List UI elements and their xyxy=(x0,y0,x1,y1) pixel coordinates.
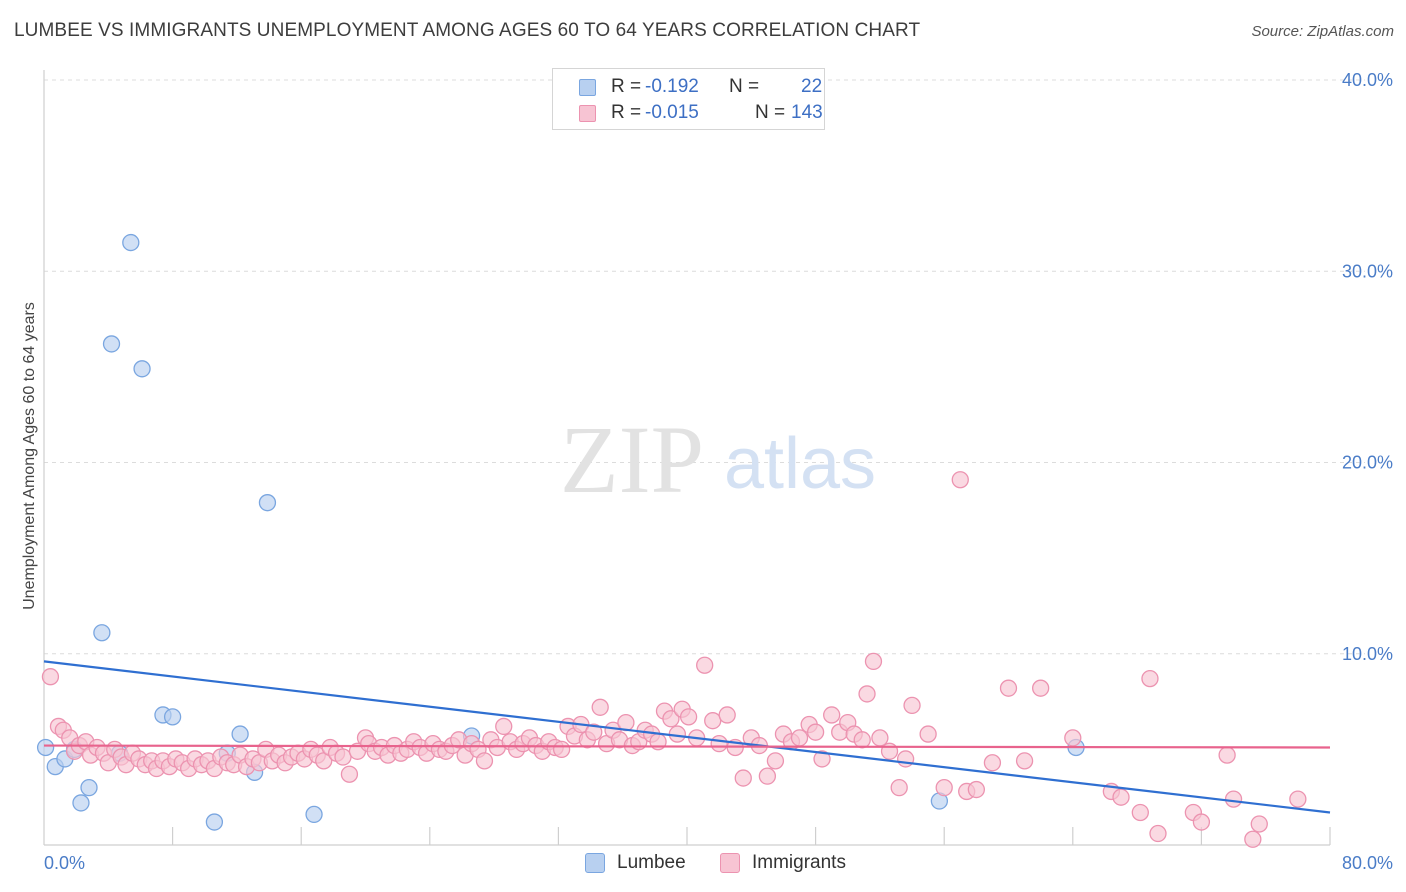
immigrants-point xyxy=(758,767,777,785)
immigrants-point xyxy=(919,725,937,743)
immigrants-point xyxy=(1218,746,1236,764)
immigrants-point xyxy=(679,708,698,726)
immigrants-point xyxy=(1131,803,1149,822)
immigrants-point xyxy=(790,729,809,747)
immigrants-point xyxy=(1289,790,1307,808)
immigrants-point xyxy=(903,696,921,715)
immigrants-point xyxy=(710,734,728,753)
immigrants-point xyxy=(696,656,714,674)
immigrants-point xyxy=(1015,752,1034,770)
immigrants-point xyxy=(858,685,876,703)
immigrants-point xyxy=(853,731,871,749)
watermark-zip: ZIP xyxy=(560,406,704,513)
lumbee-point xyxy=(122,233,140,252)
correlation-legend: R = -0.192 N = 22 R = -0.015 N = 143 xyxy=(552,68,825,130)
immigrants-point xyxy=(1149,824,1167,843)
immigrants-point xyxy=(1064,729,1082,747)
legend-r-value: -0.015 xyxy=(645,102,699,123)
immigrants-point xyxy=(591,698,609,716)
x-tick-label: 0.0% xyxy=(44,853,85,873)
y-tick-label: 40.0% xyxy=(1342,70,1393,90)
immigrants-point xyxy=(495,717,513,736)
immigrants-point xyxy=(871,729,889,747)
lumbee-swatch xyxy=(579,79,596,96)
immigrants-point xyxy=(935,778,953,797)
immigrants-point xyxy=(813,750,831,768)
x-tick-label: 80.0% xyxy=(1342,853,1393,873)
lumbee-trend-line xyxy=(43,660,1331,814)
source-credit: Source: ZipAtlas.com xyxy=(1251,23,1394,40)
immigrants-point xyxy=(766,752,785,770)
legend-r-value: -0.192 xyxy=(645,76,699,97)
lumbee-point xyxy=(102,335,121,353)
scatter-points xyxy=(36,233,1307,848)
legend-r-label: R = xyxy=(611,102,642,123)
immigrants-point xyxy=(896,750,915,768)
watermark-atlas: atlas xyxy=(724,424,876,504)
immigrants-point xyxy=(334,748,352,766)
lumbee-point xyxy=(72,794,90,812)
legend-n-value: 22 xyxy=(801,76,823,97)
immigrants-point xyxy=(475,752,494,770)
immigrants-point xyxy=(704,712,722,730)
lumbee-point xyxy=(36,738,55,757)
lumbee-point xyxy=(133,360,151,378)
immigrants-point xyxy=(1244,830,1262,848)
immigrants-point xyxy=(734,769,752,787)
legend-n-value: 143 xyxy=(791,102,823,123)
immigrants-point xyxy=(967,780,985,799)
immigrants-point xyxy=(983,754,1002,772)
tick-labels: 10.0% 20.0% 30.0% 40.0% 0.0% 80.0% xyxy=(44,70,1393,873)
immigrants-point xyxy=(890,778,908,797)
y-tick-label: 10.0% xyxy=(1342,644,1393,664)
grid-lines xyxy=(44,79,1365,655)
immigrants-point xyxy=(340,765,359,783)
legend-label-immigrants: Immigrants xyxy=(752,852,846,873)
immigrants-point xyxy=(1192,813,1211,831)
immigrants-swatch xyxy=(579,105,596,122)
lumbee-point xyxy=(205,813,224,831)
immigrants-point xyxy=(806,723,825,741)
trend-lines xyxy=(43,660,1331,814)
immigrants-point xyxy=(1112,788,1130,806)
immigrants-point xyxy=(1250,815,1268,833)
lumbee-point xyxy=(93,624,111,642)
immigrants-point xyxy=(552,740,571,759)
lumbee-swatch xyxy=(585,853,605,873)
immigrants-point xyxy=(662,710,680,728)
immigrants-point xyxy=(1141,669,1159,688)
immigrants-point xyxy=(823,706,841,724)
legend-n-label: N = xyxy=(729,76,760,97)
axes xyxy=(43,70,1331,846)
legend-label-lumbee: Lumbee xyxy=(617,852,686,873)
y-tick-label: 30.0% xyxy=(1342,261,1393,281)
lumbee-point xyxy=(305,805,323,824)
immigrants-point xyxy=(999,679,1018,697)
immigrants-swatch xyxy=(720,853,740,873)
immigrants-point xyxy=(1032,679,1050,697)
immigrants-trend-line xyxy=(43,744,1331,749)
lumbee-point xyxy=(231,725,249,743)
immigrants-point xyxy=(864,652,883,671)
immigrants-point xyxy=(718,706,736,724)
y-tick-label: 20.0% xyxy=(1342,453,1393,473)
immigrants-point xyxy=(1224,790,1243,808)
lumbee-point xyxy=(163,708,182,726)
immigrants-point xyxy=(41,668,60,686)
chart-title: LUMBEE VS IMMIGRANTS UNEMPLOYMENT AMONG … xyxy=(14,20,921,41)
immigrants-point xyxy=(880,742,899,760)
lumbee-point xyxy=(80,778,98,797)
legend-r-label: R = xyxy=(611,76,642,97)
lumbee-point xyxy=(258,494,277,512)
immigrants-point xyxy=(585,723,603,741)
immigrants-point xyxy=(951,471,969,489)
legend-n-label: N = xyxy=(755,102,786,123)
